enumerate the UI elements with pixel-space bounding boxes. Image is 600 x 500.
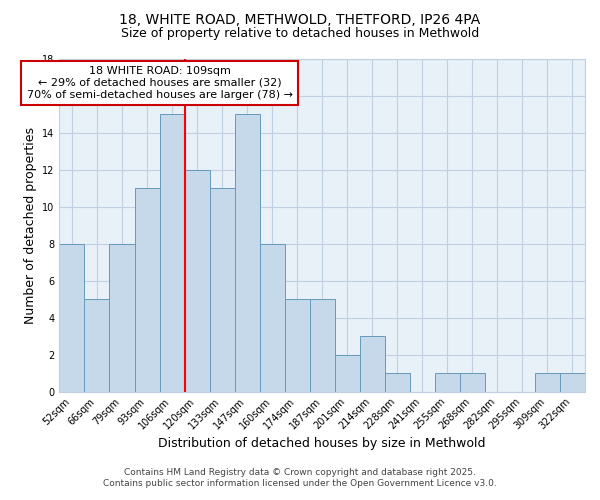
Bar <box>134 188 160 392</box>
Bar <box>535 373 560 392</box>
Y-axis label: Number of detached properties: Number of detached properties <box>23 127 37 324</box>
Bar <box>360 336 385 392</box>
X-axis label: Distribution of detached houses by size in Methwold: Distribution of detached houses by size … <box>158 437 486 450</box>
Bar <box>284 299 310 392</box>
Bar <box>185 170 209 392</box>
Text: 18, WHITE ROAD, METHWOLD, THETFORD, IP26 4PA: 18, WHITE ROAD, METHWOLD, THETFORD, IP26… <box>119 12 481 26</box>
Bar <box>560 373 585 392</box>
Text: Size of property relative to detached houses in Methwold: Size of property relative to detached ho… <box>121 28 479 40</box>
Bar <box>335 354 360 392</box>
Text: 18 WHITE ROAD: 109sqm
← 29% of detached houses are smaller (32)
70% of semi-deta: 18 WHITE ROAD: 109sqm ← 29% of detached … <box>26 66 293 100</box>
Bar <box>85 299 109 392</box>
Bar <box>59 244 85 392</box>
Bar <box>460 373 485 392</box>
Bar <box>385 373 410 392</box>
Bar <box>109 244 134 392</box>
Text: Contains HM Land Registry data © Crown copyright and database right 2025.
Contai: Contains HM Land Registry data © Crown c… <box>103 468 497 487</box>
Bar <box>235 114 260 392</box>
Bar <box>435 373 460 392</box>
Bar <box>160 114 185 392</box>
Bar <box>209 188 235 392</box>
Bar <box>260 244 284 392</box>
Bar <box>310 299 335 392</box>
